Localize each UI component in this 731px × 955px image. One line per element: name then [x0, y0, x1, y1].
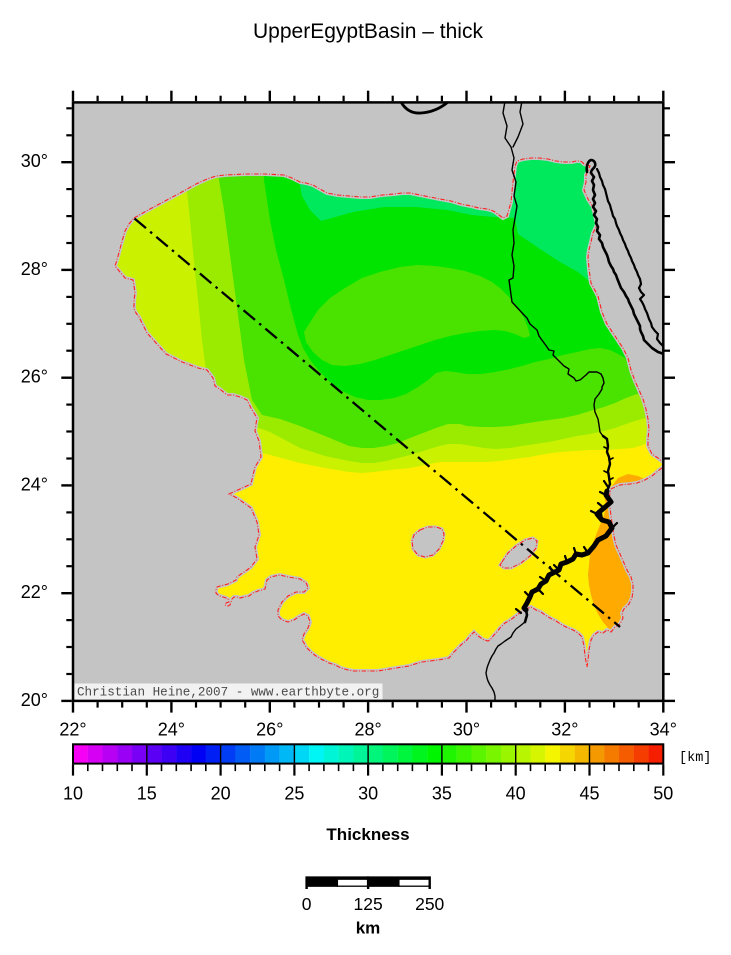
- svg-text:30°: 30°: [453, 720, 480, 740]
- svg-text:0: 0: [302, 894, 312, 914]
- svg-text:24°: 24°: [21, 474, 48, 494]
- svg-text:30°: 30°: [21, 151, 48, 171]
- svg-text:10: 10: [63, 784, 83, 804]
- svg-text:25: 25: [284, 784, 304, 804]
- svg-text:UpperEgyptBasin – thick: UpperEgyptBasin – thick: [253, 20, 483, 43]
- svg-text:km: km: [356, 919, 381, 938]
- svg-text:Thickness: Thickness: [326, 825, 409, 844]
- svg-text:34°: 34°: [650, 720, 677, 740]
- svg-text:15: 15: [137, 784, 157, 804]
- svg-text:50: 50: [653, 784, 673, 804]
- svg-text:20: 20: [211, 784, 231, 804]
- svg-text:20°: 20°: [21, 690, 48, 710]
- svg-text:125: 125: [353, 894, 382, 914]
- svg-text:45: 45: [579, 784, 599, 804]
- svg-text:40: 40: [506, 784, 526, 804]
- svg-text:35: 35: [432, 784, 452, 804]
- svg-text:28°: 28°: [354, 720, 381, 740]
- svg-text:30: 30: [358, 784, 378, 804]
- svg-text:28°: 28°: [21, 259, 48, 279]
- svg-text:[km]: [km]: [679, 751, 711, 766]
- svg-text:Christian Heine,2007 - www.ear: Christian Heine,2007 - www.earthbyte.org: [77, 686, 379, 700]
- svg-text:22°: 22°: [21, 582, 48, 602]
- svg-text:32°: 32°: [551, 720, 578, 740]
- svg-text:26°: 26°: [21, 367, 48, 387]
- svg-text:22°: 22°: [59, 720, 86, 740]
- svg-text:250: 250: [415, 894, 444, 914]
- svg-text:24°: 24°: [158, 720, 185, 740]
- svg-text:26°: 26°: [256, 720, 283, 740]
